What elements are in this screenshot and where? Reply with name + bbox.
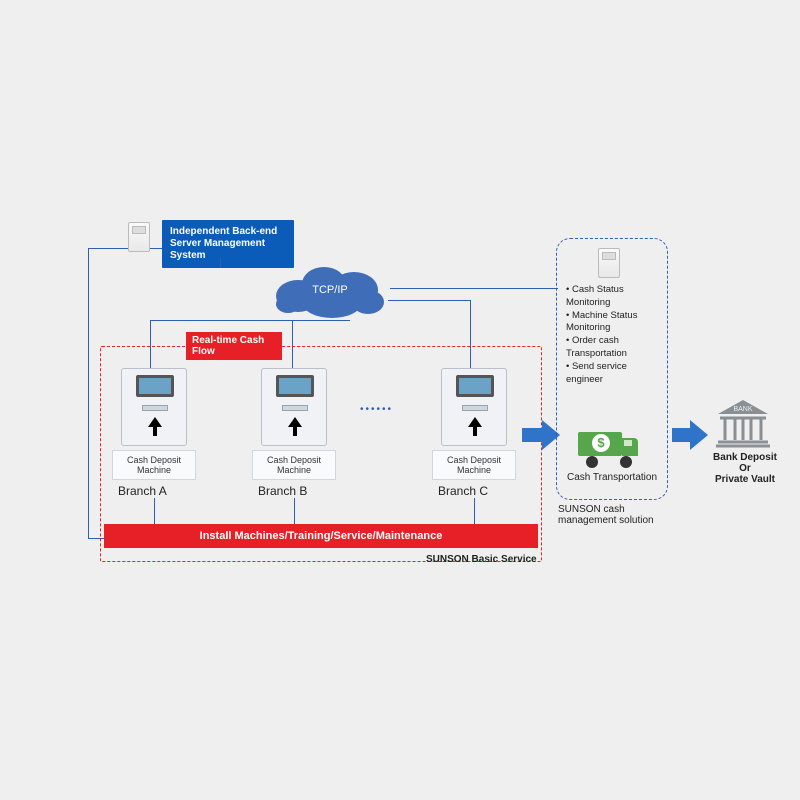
ellipsis: •••••• [360,404,393,415]
service-item: Cash Status Monitoring [566,284,662,310]
bank-icon: BANK [714,398,772,448]
cloud-icon: TCP/IP [270,262,390,320]
service-list: Cash Status Monitoring Machine Status Mo… [566,284,662,387]
service-item: Machine Status Monitoring [566,310,662,336]
atm-icon [261,368,327,446]
cdm-caption: Cash Deposit Machine [112,450,196,480]
diagram-canvas: Independent Back-end Server Management S… [0,0,800,800]
service-item: Order cash Transportation [566,335,662,361]
bank-caption: Bank Deposit Or Private Vault [706,452,784,485]
solution-caption: SUNSON cash management solution [558,504,674,526]
atm-icon [121,368,187,446]
install-bar: Install Machines/Training/Service/Mainte… [104,524,538,548]
server-icon [598,248,620,278]
cdm-branch-c: Cash Deposit Machine Branch C [432,368,516,498]
cdm-caption: Cash Deposit Machine [252,450,336,480]
cloud-label: TCP/IP [270,284,390,296]
cdm-branch-b: Cash Deposit Machine Branch B [252,368,336,498]
basic-service-label: SUNSON Basic Service [426,554,537,565]
branch-label: Branch A [112,484,196,498]
truck-icon: $ [578,428,642,468]
backend-label: Independent Back-end Server Management S… [162,220,294,268]
cdm-branch-a: Cash Deposit Machine Branch A [112,368,196,498]
cdm-caption: Cash Deposit Machine [432,450,516,480]
branch-label: Branch B [252,484,336,498]
atm-icon [441,368,507,446]
branch-label: Branch C [432,484,516,498]
bank-title: BANK [733,406,752,413]
truck-caption: Cash Transportation [560,472,664,483]
server-icon [128,222,150,252]
service-item: Send service engineer [566,361,662,387]
